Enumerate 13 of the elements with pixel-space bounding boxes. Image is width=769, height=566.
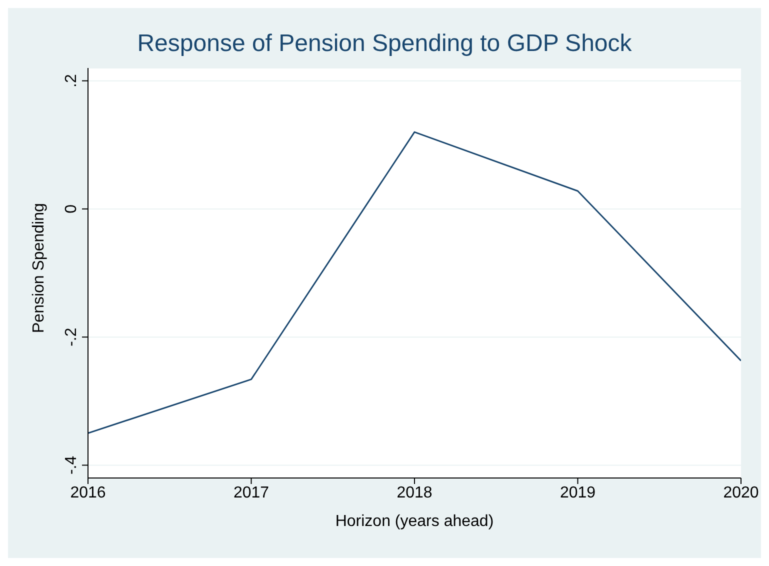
x-tick-label: 2020 [723, 484, 759, 502]
x-axis-title: Horizon (years ahead) [335, 513, 494, 530]
y-axis-title: Pension Spending [30, 203, 48, 333]
y-tick-label: .2 [63, 74, 80, 88]
chart-title: Response of Pension Spending to GDP Shock [136, 30, 633, 58]
x-tick-label: 2017 [233, 484, 270, 502]
y-tick-label: -.2 [63, 328, 80, 346]
line-series [88, 131, 741, 434]
x-tick-label: 2018 [396, 484, 432, 502]
y-tick-label: 0 [63, 204, 80, 214]
x-tick-label: 2016 [70, 484, 106, 502]
y-tick-label: -.4 [63, 456, 80, 475]
x-tick-label: 2019 [560, 484, 596, 502]
